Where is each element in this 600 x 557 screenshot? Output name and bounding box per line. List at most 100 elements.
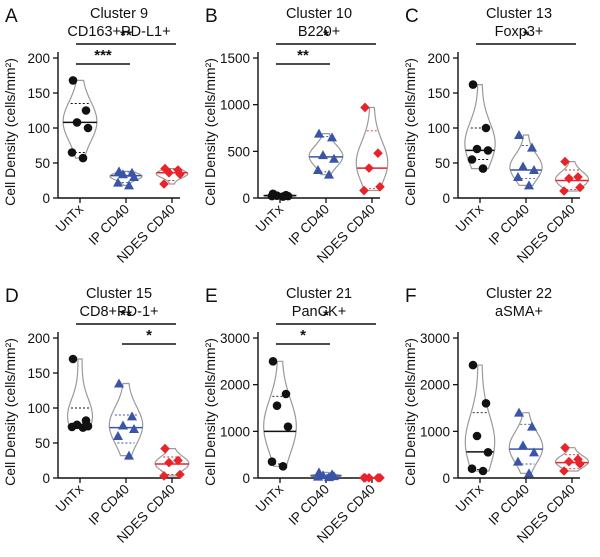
data-point <box>513 456 523 466</box>
y-tick-label: 0 <box>242 191 250 206</box>
data-point <box>278 192 288 201</box>
data-point <box>478 466 488 476</box>
data-point <box>113 431 123 440</box>
data-point <box>124 450 134 460</box>
y-axis-label: Cell Density (cells/mm²) <box>202 58 218 206</box>
x-tick-label: UnTx <box>453 201 487 235</box>
data-point <box>559 186 569 196</box>
data-point <box>468 80 478 89</box>
data-point <box>467 155 477 164</box>
panel-subtitle: Foxp3+ <box>495 24 544 40</box>
y-tick-label: 100 <box>27 401 50 416</box>
violin-ip-cd40 <box>108 382 144 457</box>
data-point <box>283 422 293 431</box>
y-axis-label: Cell Density (cells/mm²) <box>202 338 218 486</box>
y-axis-label: Cell Density (cells/mm²) <box>2 338 18 486</box>
data-point <box>164 457 174 468</box>
x-tick-label: UnTx <box>53 481 87 515</box>
data-point <box>118 420 128 430</box>
data-point <box>524 180 534 190</box>
data-point <box>267 457 277 466</box>
y-tick-label: 200 <box>27 331 50 346</box>
significance-label: * <box>146 327 152 344</box>
y-tick-label: 0 <box>442 471 450 486</box>
data-point <box>375 472 385 483</box>
y-tick-label: 0 <box>242 471 250 486</box>
y-tick-label: 50 <box>35 436 50 451</box>
y-tick-label: 200 <box>27 51 50 66</box>
y-axis-label: Cell Density (cells/mm²) <box>2 58 18 206</box>
panel-subtitle: CD8+PD-1+ <box>80 304 159 320</box>
data-point <box>483 448 493 457</box>
y-tick-label: 2000 <box>220 378 250 393</box>
significance-label: * <box>323 307 329 324</box>
data-point <box>83 123 93 133</box>
data-point <box>514 130 524 139</box>
y-tick-label: 0 <box>442 191 450 206</box>
x-tick-label: IP CD40 <box>86 482 133 529</box>
x-tick-label: IP CD40 <box>486 482 533 529</box>
panel-c: C Cluster 13 Foxp3+ Cell Density (cells/mm²… <box>402 6 590 266</box>
y-tick-label: 150 <box>27 366 50 381</box>
y-tick-label: 1000 <box>220 424 250 439</box>
panel-b: B Cluster 10 B220+ Cell Density (cells/mm²)… <box>202 6 389 266</box>
data-point <box>160 443 170 454</box>
panel-subtitle: B220+ <box>298 24 340 40</box>
y-tick-label: 200 <box>427 51 450 66</box>
violin-untx <box>263 360 297 467</box>
data-point <box>313 165 323 174</box>
data-point <box>127 411 137 421</box>
panel-letter: C <box>405 6 419 27</box>
data-point <box>518 440 528 450</box>
data-point <box>313 471 323 481</box>
data-point <box>329 153 339 163</box>
violin-ndes-cd40 <box>355 106 389 192</box>
data-point <box>113 177 123 187</box>
data-point <box>364 163 374 173</box>
data-point <box>527 421 537 431</box>
data-point <box>529 447 539 457</box>
panel-subtitle: aSMA+ <box>495 304 543 320</box>
data-point <box>268 357 278 366</box>
data-point <box>514 407 524 417</box>
data-point <box>67 148 77 157</box>
data-point <box>267 191 277 201</box>
x-tick-label: UnTx <box>253 481 287 515</box>
data-point <box>564 456 574 467</box>
violin-ndes-cd40 <box>155 168 189 185</box>
data-point <box>472 144 482 154</box>
data-point <box>478 164 488 173</box>
data-point <box>78 423 88 432</box>
violin-untx <box>464 84 496 170</box>
data-point <box>481 399 491 408</box>
violin-ip-cd40 <box>508 412 544 474</box>
significance-label: * <box>523 27 529 44</box>
panel-a: A Cluster 9 CD163+PD-L1+ Cell Density (cell… <box>2 6 189 266</box>
violin-ndes-cd40 <box>554 447 590 472</box>
y-axis-label: Cell Density (cells/mm²) <box>402 58 418 206</box>
data-point <box>472 431 482 441</box>
significance-label: ** <box>120 307 132 324</box>
x-tick-label: UnTx <box>453 481 487 515</box>
x-tick-label: IP CD40 <box>486 202 533 249</box>
data-point <box>324 169 334 179</box>
data-point <box>173 455 183 466</box>
panel-title: Cluster 22 <box>486 286 552 302</box>
data-point <box>359 185 369 196</box>
data-point <box>527 142 537 152</box>
data-point <box>175 469 185 480</box>
data-point <box>159 471 169 481</box>
panel-letter: B <box>205 6 218 27</box>
y-tick-label: 50 <box>35 156 50 171</box>
panel-letter: A <box>5 6 18 27</box>
data-point <box>324 472 334 482</box>
violin-untx <box>66 358 94 429</box>
panel-subtitle: PanCK+ <box>292 304 346 320</box>
x-tick-label: IP CD40 <box>286 202 333 249</box>
panel-title: Cluster 15 <box>86 286 152 302</box>
panel-title: Cluster 21 <box>286 286 352 302</box>
violin-ip-cd40 <box>509 134 543 186</box>
data-point <box>129 172 139 181</box>
data-point <box>481 123 491 133</box>
